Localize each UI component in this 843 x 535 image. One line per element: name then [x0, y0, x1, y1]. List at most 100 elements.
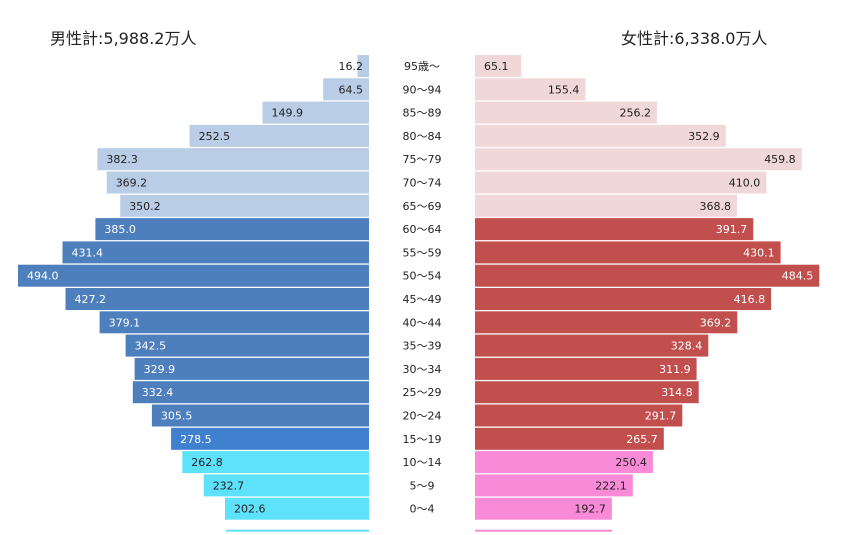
male-bar-95歳～ [357, 55, 369, 77]
female-bar-15～19 [475, 427, 664, 450]
male-value-label: 329.9 [144, 363, 176, 376]
male-value-label: 350.2 [129, 200, 161, 213]
male-total-label: 男性計:5,988.2万人 [50, 29, 197, 48]
male-bar-60～64 [95, 218, 370, 241]
age-label: 25～29 [403, 386, 442, 399]
male-value-label: 427.2 [75, 293, 107, 306]
male-bar-15～19 [171, 427, 369, 450]
male-bar-55～59 [62, 241, 369, 264]
male-bar-5～9 [203, 474, 369, 497]
age-label: 65～69 [403, 200, 442, 213]
female-value-label: 369.2 [700, 316, 732, 329]
female-bar-55～59 [475, 241, 781, 264]
age-label: 55～59 [403, 246, 442, 259]
female-value-label: 314.8 [661, 386, 693, 399]
male-value-label: 385.0 [104, 223, 135, 236]
male-value-label: 232.7 [213, 479, 245, 492]
age-label: 30～34 [403, 363, 442, 376]
age-label: 60～64 [403, 223, 442, 236]
female-value-label: 416.8 [734, 293, 766, 306]
female-bar-85～89 [475, 101, 657, 124]
male-bar-85～89 [262, 101, 369, 124]
male-bar-80～84 [189, 124, 369, 147]
male-value-label: 342.5 [135, 340, 167, 353]
age-label: 70～74 [403, 177, 442, 190]
female-value-label: 250.4 [615, 456, 647, 469]
female-value-label: 391.7 [716, 223, 748, 236]
age-label: 5～9 [410, 479, 435, 492]
age-labels: 95歳～ 90～94 85～89 80～84 75～79 70～74 65～69 60～64 5… [403, 60, 442, 516]
male-value-label: 64.5 [339, 83, 364, 96]
male-value-label: 379.1 [109, 316, 141, 329]
male-bar-0～4 [225, 497, 369, 520]
male-value-label: 305.5 [161, 410, 193, 423]
female-bar-60～64 [475, 218, 754, 241]
male-bar-75～79 [97, 148, 370, 171]
female-value-label: 222.1 [595, 479, 627, 492]
female-bar-20～24 [475, 404, 683, 427]
female-bar-90～94 [475, 78, 586, 101]
male-bar-70～74 [106, 171, 369, 194]
female-value-label: 459.8 [764, 153, 796, 166]
age-label: 45～49 [403, 293, 442, 306]
female-total-label: 女性計:6,338.0万人 [621, 29, 768, 48]
male-bar-65～69 [120, 194, 369, 217]
male-bar-90～94 [323, 78, 369, 101]
female-bar-35～39 [475, 334, 709, 357]
female-bar-65～69 [475, 194, 737, 217]
male-bar-50～54 [18, 264, 369, 287]
female-value-label: 265.7 [626, 433, 658, 446]
female-value-label: 256.2 [620, 107, 652, 120]
female-value-label: 192.7 [574, 503, 606, 516]
male-value-label: 16.2 [339, 60, 364, 73]
female-value-label: 430.1 [743, 246, 775, 259]
age-label: 80～84 [403, 130, 442, 143]
male-value-label: 262.8 [191, 456, 223, 469]
age-label: 35～39 [403, 340, 442, 353]
male-bar-35～39 [125, 334, 369, 357]
male-value-label: 369.2 [116, 177, 148, 190]
female-value-label: 410.0 [729, 177, 761, 190]
male-value-label: 252.5 [199, 130, 231, 143]
female-value-label: 368.8 [700, 200, 732, 213]
female-value-label: 311.9 [659, 363, 691, 376]
age-label: 10～14 [403, 456, 442, 469]
age-label: 40～44 [403, 316, 442, 329]
female-bar-10～14 [475, 451, 653, 474]
female-value-label: 155.4 [548, 83, 580, 96]
age-label: 95歳～ [404, 60, 440, 73]
male-bar-45～49 [65, 288, 369, 310]
female-bar-80～84 [475, 124, 726, 147]
male-bar-20～24 [151, 404, 369, 427]
male-bars [18, 55, 370, 532]
female-baseline [475, 529, 612, 532]
female-bar-70～74 [475, 171, 767, 194]
female-bars [475, 55, 820, 532]
male-bar-25～29 [132, 381, 369, 404]
age-label: 90～94 [403, 83, 442, 96]
age-label: 20～24 [403, 410, 442, 423]
male-value-label: 382.3 [106, 153, 137, 166]
female-value-label: 484.5 [782, 270, 814, 283]
male-value-label: 278.5 [180, 433, 212, 446]
male-baseline [226, 529, 369, 532]
female-value-label: 328.4 [671, 340, 703, 353]
female-bar-45～49 [475, 288, 772, 310]
female-bar-40～44 [475, 311, 738, 334]
age-label: 85～89 [403, 107, 442, 120]
male-bar-10～14 [182, 451, 369, 474]
female-bar-0～4 [475, 497, 612, 520]
male-value-label: 431.4 [72, 246, 104, 259]
age-label: 15～19 [403, 433, 442, 446]
female-bar-5～9 [475, 474, 633, 497]
age-label: 75～79 [403, 153, 442, 166]
female-bar-50～54 [475, 264, 820, 287]
female-bar-30～34 [475, 357, 697, 380]
male-value-label: 149.9 [272, 107, 304, 120]
male-bar-30～34 [134, 357, 369, 380]
female-value-label: 65.1 [484, 60, 509, 73]
male-value-label: 202.6 [234, 503, 266, 516]
age-label: 0～4 [410, 503, 435, 516]
female-bar-25～29 [475, 381, 699, 404]
